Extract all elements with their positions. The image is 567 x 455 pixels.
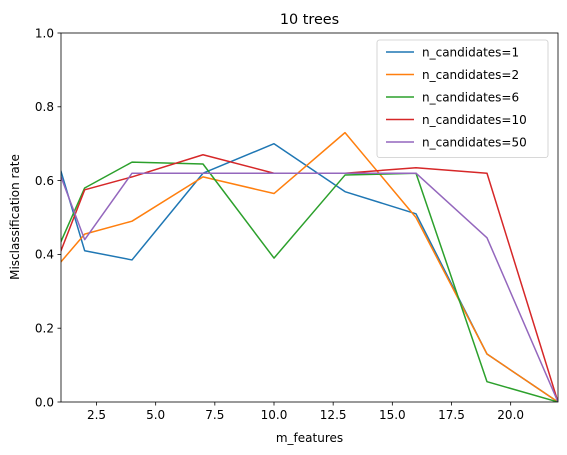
plot-frame <box>60 32 559 403</box>
legend-label: n_candidates=10 <box>422 113 527 127</box>
x-tick-label: 7.5 <box>205 408 224 422</box>
series-line-1 <box>61 142 558 402</box>
x-tick-label: 15.0 <box>379 408 406 422</box>
legend-label: n_candidates=6 <box>422 90 519 104</box>
y-tick-label: 1.0 <box>35 26 54 40</box>
series-line-4 <box>61 154 558 402</box>
y-axis-ticks: 0.0 0.2 0.4 0.6 0.8 1.0 <box>35 26 61 409</box>
legend-label: n_candidates=50 <box>422 135 527 149</box>
x-tick-label: 17.5 <box>438 408 465 422</box>
legend-label: n_candidates=2 <box>422 68 519 82</box>
x-tick-label: 5.0 <box>146 408 165 422</box>
y-tick-label: 0.2 <box>35 322 54 336</box>
legend-frame <box>376 39 549 158</box>
series-line-5 <box>61 172 558 402</box>
y-tick-label: 0.8 <box>35 100 54 114</box>
series-line-3 <box>61 161 558 402</box>
legend-label: n_candidates=1 <box>422 45 519 59</box>
y-tick-label: 0.0 <box>35 395 54 409</box>
series-line-2 <box>61 131 558 402</box>
y-tick-label: 0.4 <box>35 248 54 262</box>
chart-title: 10 trees <box>280 12 339 28</box>
x-tick-label: 10.0 <box>261 408 288 422</box>
x-tick-label: 2.5 <box>87 408 106 422</box>
x-axis-label: m_features <box>276 431 343 445</box>
x-tick-label: 20.0 <box>497 408 524 422</box>
legend: n_candidates=1 n_candidates=2 n_candidates… <box>376 39 549 158</box>
x-tick-label: 12.5 <box>320 408 347 422</box>
y-tick-label: 0.6 <box>35 174 54 188</box>
plot-lines <box>61 131 558 402</box>
x-axis-ticks: 2.5 5.0 7.5 10.0 12.5 15.0 17.5 20.0 <box>87 402 524 422</box>
y-axis-label: Misclassification rate <box>8 154 22 280</box>
